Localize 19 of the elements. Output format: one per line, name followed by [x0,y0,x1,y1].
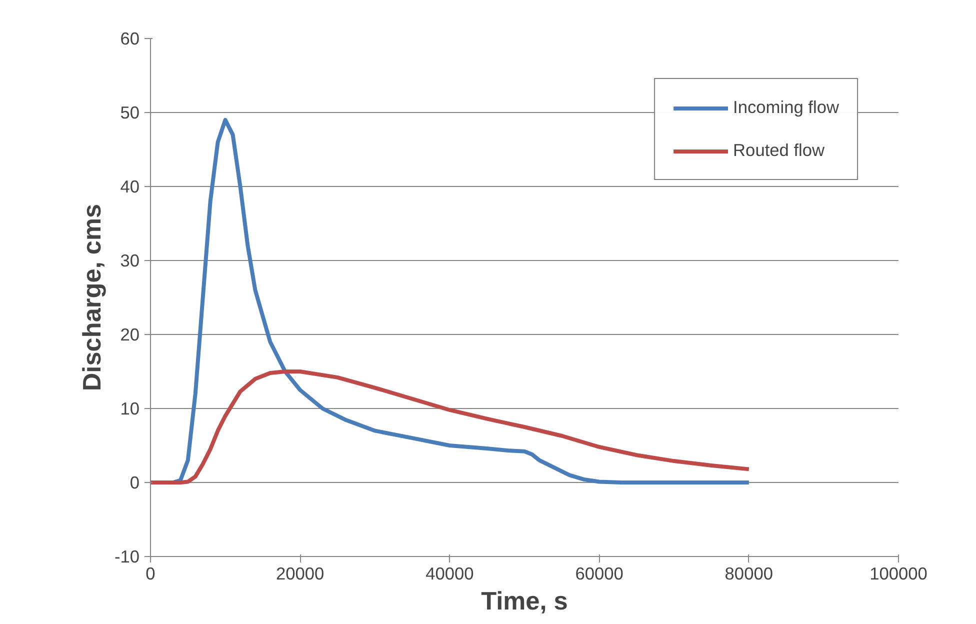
x-tick-label: 0 [146,564,156,584]
y-tick-label: 20 [120,324,140,344]
y-tick-label: 10 [120,398,140,418]
y-tick-label: 50 [120,102,140,122]
y-tick-label: 40 [120,176,140,196]
y-tick-label: 0 [130,472,140,492]
y-tick-label: 30 [120,250,140,270]
x-tick-label: 60000 [575,564,624,584]
x-tick-label: 80000 [724,564,773,584]
y-tick-label: -10 [114,546,140,566]
legend-label: Incoming flow [733,97,839,118]
line-series [150,370,751,484]
x-tick-label: 100000 [870,564,928,584]
x-tick-label: 40000 [426,564,474,584]
y-axis-title: Discharge, cms [78,204,106,392]
legend-label: Routed flow [733,140,825,161]
y-tick-label: 60 [120,28,140,48]
x-tick-label: 20000 [276,564,324,584]
x-axis-title: Time, s [481,588,568,616]
